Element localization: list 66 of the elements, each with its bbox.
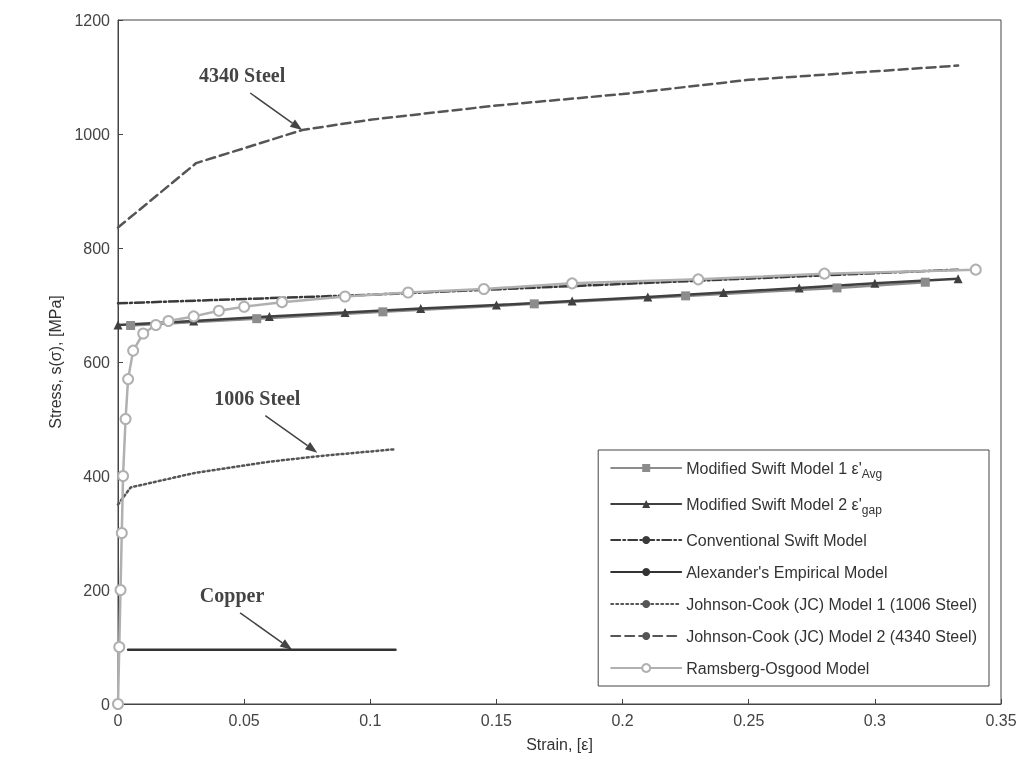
x-tick-label: 0.1: [359, 711, 382, 729]
point: [920, 277, 930, 287]
point: [252, 314, 262, 324]
y-axis-title: Stress, s(σ), [MPa]: [46, 295, 64, 429]
point: [718, 287, 728, 297]
point: [477, 283, 490, 296]
x-tick-label: 0.3: [863, 711, 887, 729]
point: [566, 277, 579, 290]
annotation: Copper: [199, 583, 265, 607]
point: [567, 296, 577, 306]
point: [113, 320, 123, 330]
point: [149, 318, 162, 331]
point: [264, 311, 274, 321]
x-tick-label: 0.15: [480, 711, 513, 729]
legend-label: Johnson-Cook (JC) Model 1 (1006 Steel): [686, 595, 978, 613]
y-tick-label: 200: [83, 581, 111, 599]
x-tick-label: 0.25: [733, 711, 765, 729]
legend-label: Ramsberg-Osgood Model: [686, 659, 870, 677]
x-tick-label: 0.05: [228, 711, 260, 729]
point: [340, 307, 350, 317]
point: [119, 413, 132, 425]
point: [529, 299, 539, 309]
point: [187, 310, 200, 323]
point: [115, 527, 128, 539]
point: [969, 263, 982, 276]
point: [212, 304, 225, 317]
point: [692, 273, 705, 286]
point: [953, 274, 963, 284]
y-tick-label: 800: [83, 239, 111, 257]
point: [276, 296, 288, 309]
point: [122, 373, 135, 386]
line-series: [116, 64, 960, 229]
line-series: [116, 447, 397, 506]
point: [112, 698, 124, 710]
point: [238, 300, 251, 313]
y-tick-label: 1000: [74, 125, 111, 143]
point: [491, 300, 501, 310]
point: [643, 292, 653, 302]
point: [681, 291, 691, 301]
y-tick-label: 600: [83, 353, 111, 371]
point: [378, 307, 388, 317]
point: [114, 584, 127, 596]
legend-label: Johnson-Cook (JC) Model 2 (4340 Steel): [686, 627, 978, 645]
point: [162, 314, 175, 327]
y-tick-label: 400: [83, 467, 111, 485]
point: [117, 470, 130, 482]
point: [126, 321, 136, 331]
point: [137, 327, 150, 340]
x-tick-label: 0: [113, 711, 123, 729]
point: [818, 267, 831, 280]
y-tick-label: 0: [101, 695, 111, 713]
point: [402, 286, 415, 299]
point: [870, 278, 880, 288]
point: [339, 290, 352, 303]
x-tick-label: 0.35: [985, 711, 1017, 729]
legend-label: Conventional Swift Model: [686, 531, 867, 549]
point: [127, 344, 140, 357]
legend-label: Alexander's Empirical Model: [686, 563, 888, 581]
x-axis-title: Strain, [ε]: [526, 735, 593, 753]
annotation: 1006 Steel: [214, 386, 301, 409]
y-tick-label: 1200: [74, 11, 111, 29]
point: [416, 303, 426, 313]
point: [113, 641, 126, 653]
x-tick-label: 0.2: [611, 711, 634, 729]
point: [832, 283, 842, 293]
annotation: 4340 Steel: [199, 64, 286, 87]
